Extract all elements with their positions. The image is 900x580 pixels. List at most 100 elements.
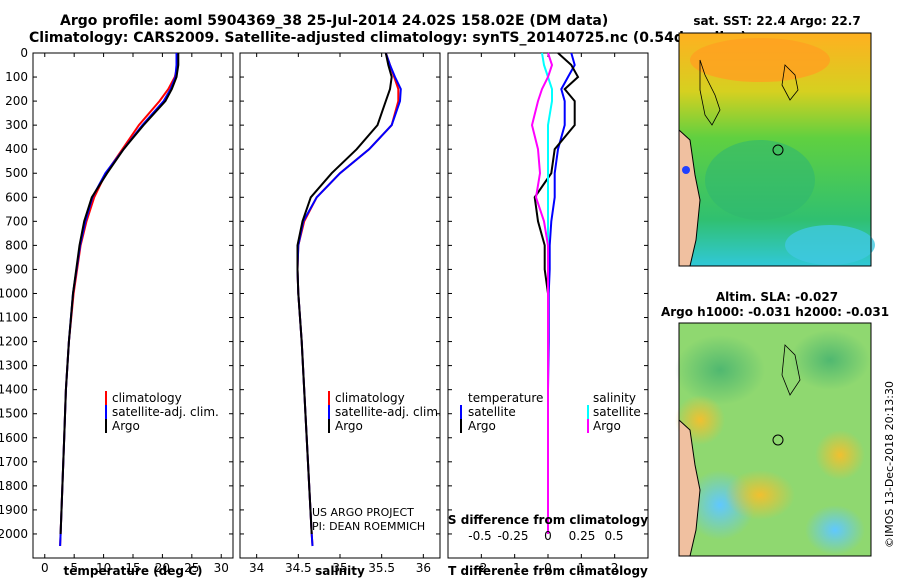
figure-title-line2: Climatology: CARS2009. Satellite-adjuste…: [29, 30, 747, 46]
sla-patch: [805, 505, 865, 555]
depth-tick-label: 1700: [0, 455, 28, 469]
series-salinity-satellite-adj-clim-: [296, 52, 402, 547]
legend-salinity-title: salinity: [593, 391, 636, 405]
legend-satellite: satellite-adj. clim.: [335, 405, 442, 419]
depth-tick-label: 0: [20, 46, 28, 60]
land-australia: [679, 420, 700, 556]
sst-cool-patch: [705, 140, 815, 220]
land-australia: [679, 130, 700, 266]
series-temperature-argo: [59, 53, 180, 535]
depth-tick-label: 1300: [0, 359, 28, 373]
series-difference-s-argo: [530, 52, 554, 534]
legend-s-satellite: satellite: [593, 405, 641, 419]
x-tick-label: 34.5: [285, 561, 312, 575]
salinity-xlabel: salinity: [315, 564, 365, 578]
sst-cold-patch: [785, 225, 875, 265]
sla-patch: [725, 470, 795, 520]
sst-warm-patch: [690, 38, 830, 82]
argo-position-marker: [772, 144, 784, 156]
sst-map: [678, 32, 875, 267]
depth-tick-label: 1400: [0, 383, 28, 397]
legend-satellite: satellite-adj. clim.: [112, 405, 219, 419]
sla-map-frame: [678, 322, 872, 557]
x-tick-label: 15: [125, 561, 140, 575]
s-tick-m025: -0.25: [497, 529, 528, 543]
series-salinity-argo: [296, 52, 393, 535]
s-tick-0: 0: [544, 529, 552, 543]
sla-map-title-2: Argo h1000: -0.031 h2000: -0.031: [661, 305, 889, 319]
sla-patch: [790, 330, 870, 390]
depth-tick-label: 500: [5, 166, 28, 180]
depth-tick-label: 1600: [0, 431, 28, 445]
series-difference-t-argo: [533, 52, 580, 534]
x-tick-label: 0: [41, 561, 49, 575]
bathymetry-contour: [781, 344, 801, 396]
temperature-legend: climatology satellite-adj. clim. Argo: [105, 391, 219, 433]
series-temperature-climatology: [59, 53, 179, 547]
s-difference-label: S difference from climatology: [448, 513, 648, 527]
temperature-xlabel: temperature (deg C): [64, 564, 203, 578]
depth-tick-label: 100: [5, 70, 28, 84]
x-tick-label: 2: [611, 561, 619, 575]
imos-stamp: ©IMOS 13-Dec-2018 20:13:30: [883, 381, 896, 548]
pi-label: PI: DEAN ROEMMICH: [312, 520, 425, 533]
sla-map-title-1: Altim. SLA: -0.027: [716, 290, 838, 304]
bathymetry-contour: [781, 64, 799, 101]
sst-map-title: sat. SST: 22.4 Argo: 22.7: [693, 14, 860, 28]
x-tick-label: 0: [544, 561, 552, 575]
s-tick-05: 0.5: [604, 529, 623, 543]
salinity-axes: [239, 52, 441, 559]
legend-climatology: climatology: [112, 391, 182, 405]
x-tick-label: 35.5: [368, 561, 395, 575]
depth-tick-label: 2000: [0, 527, 28, 541]
x-tick-label: 35: [332, 561, 347, 575]
coastline: [678, 129, 701, 267]
legend-t-satellite: satellite: [468, 405, 516, 419]
x-tick-label: -1: [509, 561, 521, 575]
legend-argo: Argo: [112, 419, 140, 433]
sla-patch: [675, 335, 765, 405]
argo-position-marker: [772, 434, 784, 446]
depth-tick-label: 1500: [0, 407, 28, 421]
sla-map: [675, 322, 872, 557]
x-tick-label: 34: [249, 561, 264, 575]
legend-argo: Argo: [335, 419, 363, 433]
depth-tick-label: 200: [5, 94, 28, 108]
salinity-legend: climatology satellite-adj. clim. Argo: [328, 391, 442, 433]
sst-map-frame: [678, 32, 872, 267]
project-label: US ARGO PROJECT: [312, 506, 414, 519]
legend-temperature-title: temperature: [468, 391, 543, 405]
x-tick-label: 1: [578, 561, 586, 575]
depth-tick-label: 1800: [0, 479, 28, 493]
legend-climatology: climatology: [335, 391, 405, 405]
depth-tick-label: 600: [5, 190, 28, 204]
depth-tick-label: 1100: [0, 311, 28, 325]
legend-s-argo: Argo: [593, 419, 621, 433]
difference-legend: temperature satellite Argo salinity sate…: [460, 391, 641, 433]
depth-tick-label: 800: [5, 238, 28, 252]
depth-tick-label: 700: [5, 214, 28, 228]
depth-tick-label: 1900: [0, 503, 28, 517]
sla-patch: [815, 430, 865, 480]
x-tick-label: 10: [96, 561, 111, 575]
x-tick-label: 25: [184, 561, 199, 575]
x-tick-label: 20: [155, 561, 170, 575]
sst-blue-spot: [682, 166, 690, 174]
coastline: [678, 419, 701, 557]
x-tick-label: 36: [416, 561, 431, 575]
x-tick-label: 5: [70, 561, 78, 575]
depth-tick-label: 900: [5, 262, 28, 276]
s-tick-025: 0.25: [569, 529, 596, 543]
x-tick-label: -2: [475, 561, 487, 575]
bathymetry-contour: [699, 59, 721, 126]
legend-t-argo: Argo: [468, 419, 496, 433]
depth-tick-label: 1000: [0, 286, 28, 300]
series-difference-t-satellite: [547, 52, 576, 534]
series-salinity-climatology: [296, 52, 400, 547]
figure-title-line1: Argo profile: aoml 5904369_38 25-Jul-201…: [60, 13, 608, 29]
depth-tick-label: 400: [5, 142, 28, 156]
depth-tick-label: 300: [5, 118, 28, 132]
x-tick-label: 30: [214, 561, 229, 575]
s-tick-m05: -0.5: [468, 529, 491, 543]
